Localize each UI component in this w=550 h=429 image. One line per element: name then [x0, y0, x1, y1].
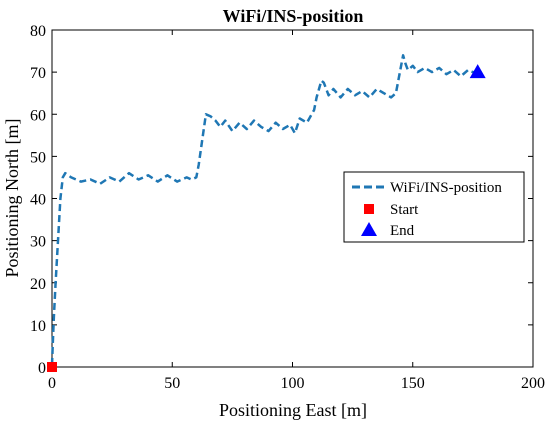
y-tick-label: 70	[30, 65, 46, 82]
legend-start-swatch	[364, 204, 374, 214]
y-tick-label: 80	[30, 23, 46, 40]
x-tick-label: 0	[48, 375, 56, 392]
legend-label-wifi: WiFi/INS-position	[390, 180, 502, 196]
legend-label-end: End	[390, 223, 415, 239]
y-axis-label: Positioning North [m]	[2, 118, 22, 277]
y-tick-label: 10	[30, 318, 46, 335]
legend-label-start: Start	[390, 202, 419, 218]
y-tick-label: 0	[38, 360, 46, 377]
x-tick-label: 200	[521, 375, 545, 392]
y-tick-label: 40	[30, 192, 46, 209]
x-tick-label: 50	[164, 375, 180, 392]
y-tick-label: 20	[30, 276, 46, 293]
legend: WiFi/INS-position Start End	[343, 171, 525, 243]
axis-ticks: 0 50 100 150 200 0 10 20 30 40 50 60 70 80	[30, 23, 545, 392]
series-layer	[47, 54, 486, 372]
y-tick-label: 60	[30, 107, 46, 124]
legend-end-swatch	[361, 222, 377, 236]
chart-title: WiFi/INS-position	[223, 6, 364, 26]
series-line-wifi-ins	[50, 54, 478, 365]
y-tick-label: 50	[30, 149, 46, 166]
end-marker	[469, 64, 486, 79]
x-axis-label: Positioning East [m]	[219, 400, 367, 420]
start-marker	[47, 362, 57, 372]
x-tick-label: 100	[281, 375, 305, 392]
y-tick-label: 30	[30, 234, 46, 251]
x-tick-label: 150	[401, 375, 425, 392]
